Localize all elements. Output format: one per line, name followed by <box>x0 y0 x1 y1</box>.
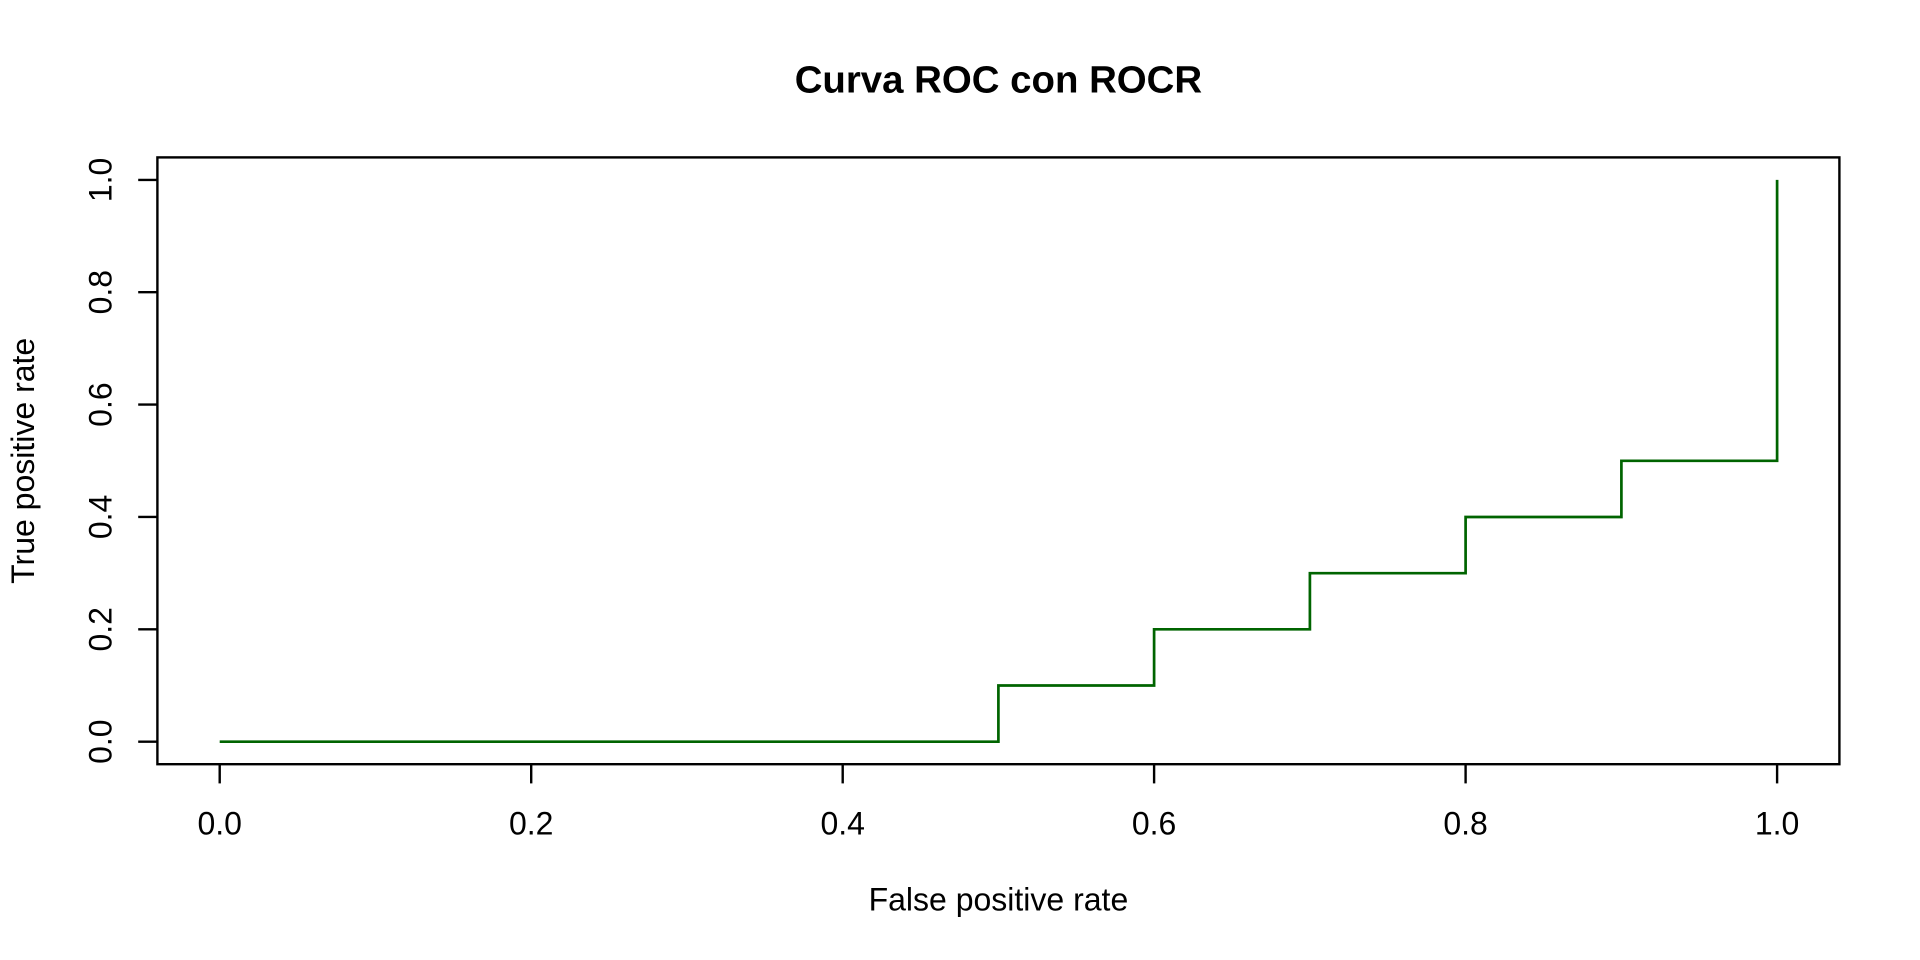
svg-text:0.2: 0.2 <box>82 607 118 651</box>
svg-text:False positive rate: False positive rate <box>869 882 1129 918</box>
svg-text:0.6: 0.6 <box>1132 806 1176 842</box>
svg-text:0.8: 0.8 <box>1443 806 1487 842</box>
svg-text:1.0: 1.0 <box>1755 806 1799 842</box>
svg-text:0.0: 0.0 <box>82 719 118 763</box>
svg-text:1.0: 1.0 <box>82 158 118 202</box>
svg-text:0.0: 0.0 <box>197 806 241 842</box>
svg-text:0.8: 0.8 <box>82 270 118 314</box>
svg-text:True positive rate: True positive rate <box>5 338 41 584</box>
svg-text:0.4: 0.4 <box>820 806 864 842</box>
svg-text:0.4: 0.4 <box>82 495 118 539</box>
svg-text:Curva ROC con ROCR: Curva ROC con ROCR <box>795 59 1202 102</box>
svg-text:0.2: 0.2 <box>509 806 553 842</box>
svg-text:0.6: 0.6 <box>82 382 118 426</box>
